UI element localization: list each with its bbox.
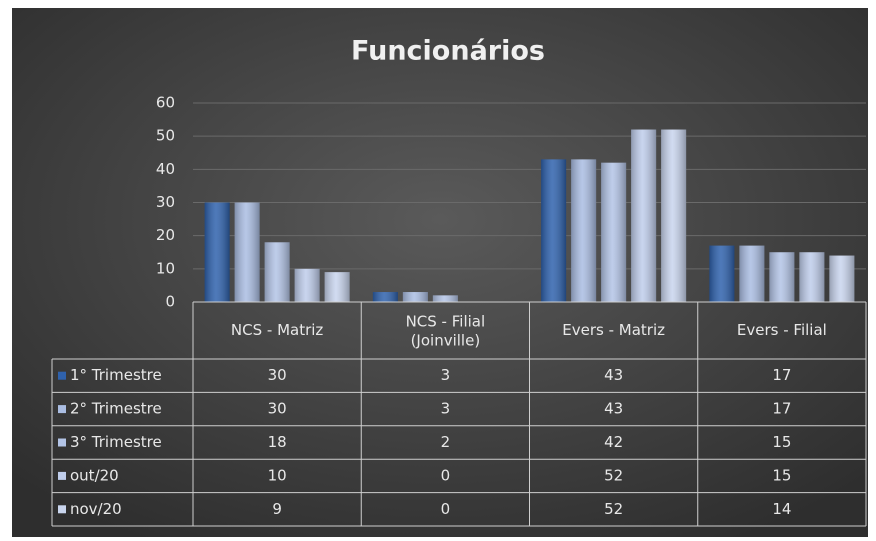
bar-shade	[631, 129, 657, 302]
table-value: 43	[604, 400, 623, 418]
table-value: 3	[441, 366, 451, 384]
bar-shade	[234, 202, 260, 302]
bar-shade	[739, 245, 765, 302]
table-value: 52	[604, 466, 623, 484]
legend-swatch	[58, 471, 66, 480]
table-value: 30	[268, 400, 287, 418]
bar-shade	[799, 252, 825, 302]
legend-label: 1° Trimestre	[70, 366, 162, 384]
bar-shade	[541, 159, 567, 302]
legend-label: 3° Trimestre	[70, 433, 162, 451]
y-tick-label: 0	[165, 293, 175, 311]
y-tick-label: 20	[156, 226, 175, 244]
chart-title: Funcionários	[351, 36, 545, 67]
legend-label: out/20	[70, 466, 119, 484]
table-value: 15	[772, 433, 791, 451]
table-value: 14	[772, 500, 791, 518]
table-value: 17	[772, 400, 791, 418]
bar-shade	[264, 242, 290, 302]
x-tick-label: Evers - Filial	[737, 321, 827, 339]
table-value: 52	[604, 500, 623, 518]
bar-shade	[324, 272, 350, 302]
table-value: 17	[772, 366, 791, 384]
table-value: 42	[604, 433, 623, 451]
table-value: 43	[604, 366, 623, 384]
table-value: 0	[441, 466, 451, 484]
bar-shade	[432, 295, 458, 302]
legend-label: nov/20	[70, 500, 122, 518]
bar-shade	[661, 129, 687, 302]
bar-shade	[402, 292, 428, 302]
y-tick-label: 10	[156, 259, 175, 277]
y-tick-label: 40	[156, 160, 175, 178]
bar-shade	[204, 202, 230, 302]
bar-shade	[601, 162, 627, 302]
bar-shade	[829, 255, 855, 302]
x-tick-label: Evers - Matriz	[562, 321, 665, 339]
bar-shade	[571, 159, 597, 302]
table-value: 10	[268, 466, 287, 484]
table-value: 15	[772, 466, 791, 484]
legend-swatch	[58, 405, 66, 414]
legend-swatch	[58, 438, 66, 447]
bar-shade	[294, 268, 320, 302]
y-tick-label: 50	[156, 127, 175, 145]
table-value: 30	[268, 366, 287, 384]
table-value: 9	[272, 500, 282, 518]
data-table: NCS - Matriz NCS - Filial (Joinville) Evers…	[51, 301, 867, 527]
legend-swatch	[58, 505, 66, 514]
legend-swatch	[58, 371, 66, 380]
x-tick-label: NCS - Matriz	[231, 321, 324, 339]
bar-shade	[769, 252, 795, 302]
bar-shade	[372, 292, 398, 302]
y-tick-label: 60	[156, 94, 175, 112]
table-value: 18	[268, 433, 287, 451]
table-value: 2	[441, 433, 451, 451]
x-tick-label: NCS - Filial (Joinville)	[406, 312, 486, 349]
y-tick-label: 30	[156, 193, 175, 211]
bar-shade	[709, 245, 735, 302]
table-value: 3	[441, 400, 451, 418]
legend-label: 2° Trimestre	[70, 400, 162, 418]
table-value: 0	[441, 500, 451, 518]
